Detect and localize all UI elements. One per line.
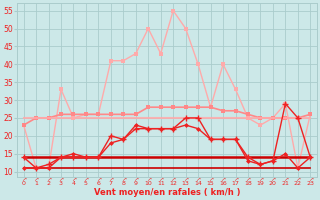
X-axis label: Vent moyen/en rafales ( km/h ): Vent moyen/en rafales ( km/h )	[94, 188, 240, 197]
